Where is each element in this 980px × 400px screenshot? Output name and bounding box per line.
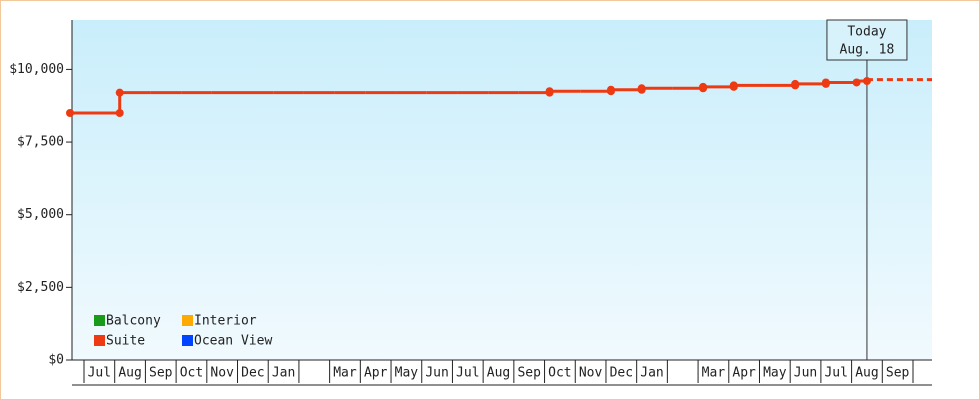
y-tick-label: $2,500: [17, 280, 64, 295]
legend-swatch: [182, 315, 193, 326]
point: [115, 88, 124, 97]
x-tick-label: Oct: [180, 366, 203, 381]
today-date: Aug. 18: [840, 43, 895, 58]
legend-label: Interior: [194, 314, 257, 329]
point: [637, 84, 646, 93]
legend-swatch: [94, 335, 105, 346]
legend-label: Ocean View: [194, 334, 272, 349]
legend-label: Balcony: [106, 314, 161, 329]
point: [821, 78, 830, 87]
x-tick-label: Nov: [579, 366, 603, 381]
x-tick-label: Sep: [517, 366, 541, 381]
today-box: [826, 19, 908, 61]
point: [852, 78, 861, 87]
legend-swatch: [182, 335, 193, 346]
y-tick-label: $10,000: [9, 62, 64, 77]
x-tick-label: Aug: [487, 366, 510, 381]
point: [791, 79, 800, 88]
point: [545, 87, 554, 96]
y-tick-label: $0: [48, 353, 64, 368]
x-tick-label: Aug: [118, 366, 141, 381]
x-tick-label: Oct: [548, 366, 571, 381]
point: [699, 82, 708, 91]
x-tick-label: Dec: [610, 366, 633, 381]
x-tick-label: Jun: [794, 366, 817, 381]
x-tick-label: Mar: [333, 366, 357, 381]
plot-area: [72, 20, 932, 360]
x-tick-label: Apr: [364, 366, 388, 381]
x-tick-label: Jun: [425, 366, 448, 381]
x-tick-label: Dec: [241, 366, 264, 381]
x-tick-label: Sep: [149, 366, 173, 381]
x-tick-label: Nov: [210, 366, 234, 381]
x-tick-label: Jul: [456, 366, 479, 381]
x-tick-label: Jan: [640, 366, 663, 381]
legend-label: Suite: [106, 334, 145, 349]
x-tick-label: May: [395, 366, 419, 381]
y-tick-label: $5,000: [17, 207, 64, 222]
y-tick-label: $7,500: [17, 135, 64, 150]
x-tick-label: Mar: [702, 366, 726, 381]
point: [729, 81, 738, 90]
x-tick-label: Aug: [855, 366, 878, 381]
x-tick-label: Jul: [88, 366, 111, 381]
x-tick-label: Sep: [886, 366, 910, 381]
point: [115, 108, 124, 117]
legend-swatch: [94, 315, 105, 326]
x-tick-label: Apr: [732, 366, 756, 381]
today-label: Today: [847, 25, 886, 40]
x-tick-label: May: [763, 366, 787, 381]
x-tick-label: Jan: [272, 366, 295, 381]
point: [606, 85, 615, 94]
point: [66, 108, 74, 117]
x-tick-label: Jul: [824, 366, 847, 381]
